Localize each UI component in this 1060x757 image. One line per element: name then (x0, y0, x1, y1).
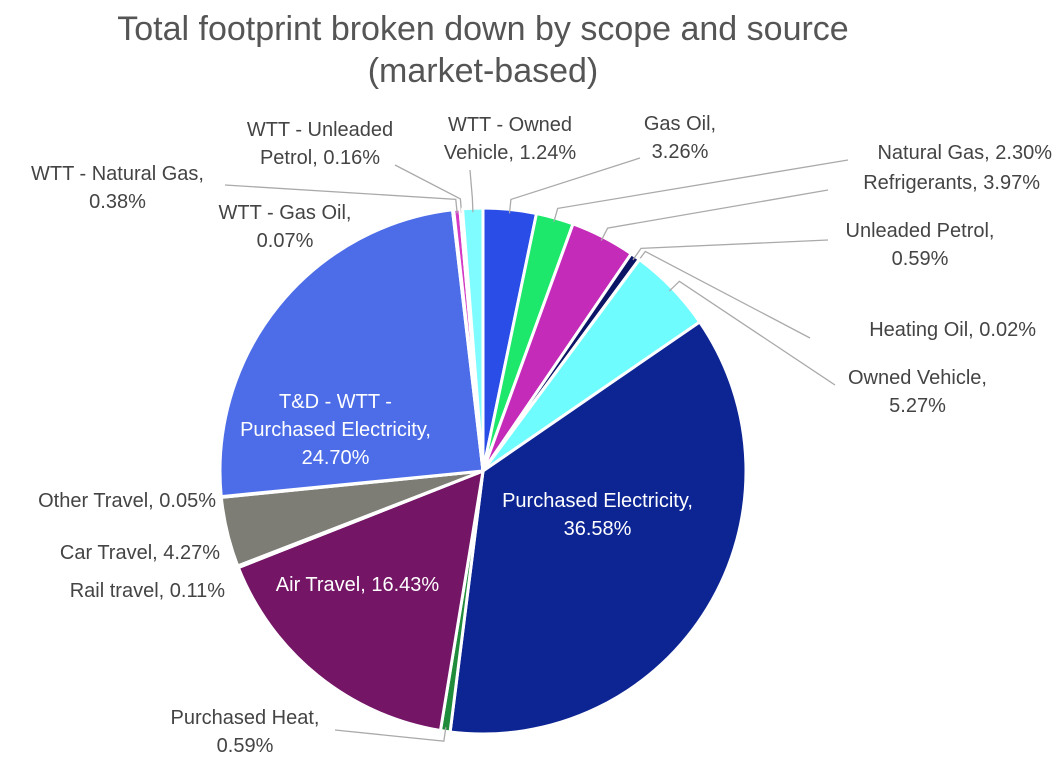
data-label: Other Travel, 0.05% (0, 487, 216, 515)
category-label: WTT - Natural Gas, (31, 163, 204, 185)
category-label: Air Travel, (275, 574, 366, 596)
data-label: Purchased Electricity, 36.58% (490, 487, 705, 543)
category-label: WTT - Unleaded Petrol, (246, 119, 394, 169)
category-label: Other Travel, (38, 490, 154, 512)
value-label: 5.27% (889, 395, 946, 417)
leader-line (394, 164, 463, 213)
category-label: Purchased Heat, (170, 707, 320, 729)
value-label: 0.05% (159, 490, 216, 512)
data-label: WTT - Owned Vehicle, 1.24% (425, 111, 595, 167)
category-label: WTT - Gas Oil, (218, 202, 352, 224)
category-label: Heating Oil, (869, 319, 974, 341)
data-label: WTT - Unleaded Petrol, 0.16% (225, 116, 415, 172)
leader-line (668, 280, 836, 386)
category-label: Refrigerants, (863, 172, 978, 194)
category-label: Unleaded Petrol, (845, 220, 995, 242)
value-label: 0.07% (256, 230, 314, 252)
data-label: Natural Gas, 2.30% (800, 139, 1052, 167)
data-label: T&D - WTT - Purchased Electricity, 24.70… (238, 388, 433, 472)
value-label: 1.24% (519, 142, 577, 164)
category-label: Car Travel, (59, 542, 158, 564)
value-label: 0.59% (216, 735, 274, 757)
leader-line (469, 169, 474, 213)
data-label: Unleaded Petrol, 0.59% (820, 217, 1020, 273)
leader-line (334, 727, 447, 742)
value-label: 0.02% (979, 319, 1036, 341)
value-label: 36.58% (563, 518, 632, 540)
data-label: Refrigerants, 3.97% (790, 169, 1040, 197)
category-label: Natural Gas, (877, 142, 990, 164)
category-label: Gas Oil, (643, 113, 717, 135)
value-label: 16.43% (371, 574, 440, 596)
data-label: Rail travel, 0.11% (10, 577, 225, 605)
category-label: WTT - Owned Vehicle, (443, 114, 573, 164)
data-label: Heating Oil, 0.02% (790, 316, 1036, 344)
pie-slice (448, 320, 748, 736)
data-label: Purchased Heat, 0.59% (155, 704, 335, 757)
value-label: 3.97% (983, 172, 1040, 194)
value-label: 0.59% (891, 248, 949, 270)
category-label: T&D - WTT - Purchased Electricity, (240, 391, 431, 441)
value-label: 0.38% (89, 191, 146, 213)
category-label: Rail travel, (69, 580, 165, 602)
data-label: Owned Vehicle, 5.27% (825, 364, 1010, 420)
chart-title: Total footprint broken down by scope and… (117, 10, 849, 90)
value-label: 2.30% (995, 142, 1052, 164)
leader-line (224, 184, 458, 214)
data-label: Car Travel, 4.27% (0, 539, 220, 567)
data-label: Gas Oil, 3.26% (620, 110, 740, 166)
leader-line (600, 189, 829, 241)
value-label: 0.11% (169, 580, 225, 602)
leader-line (553, 159, 849, 223)
value-label: 0.16% (323, 147, 381, 169)
data-label: Air Travel, 16.43% (240, 571, 475, 599)
category-label: Purchased Electricity, (502, 490, 693, 512)
pie-slice (236, 469, 485, 733)
value-label: 4.27% (163, 542, 220, 564)
pie-slice (218, 208, 485, 499)
leader-line (508, 157, 641, 214)
data-label: WTT - Natural Gas, 0.38% (10, 160, 225, 216)
data-label: WTT - Gas Oil, 0.07% (205, 199, 365, 255)
value-label: 24.70% (301, 447, 370, 469)
leader-line (632, 239, 829, 261)
category-label: Owned Vehicle, (848, 367, 987, 389)
value-label: 3.26% (651, 141, 709, 163)
